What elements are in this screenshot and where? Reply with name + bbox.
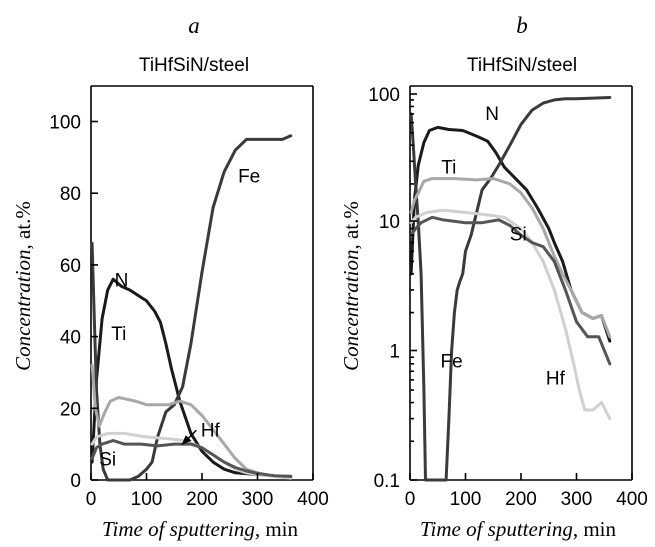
- panel-b-x-tick-label: 400: [616, 489, 648, 510]
- series-si-line: [90, 439, 293, 478]
- panel-a-y-tick-label: 0: [70, 471, 81, 492]
- panel-b-x-tick-label: 200: [505, 489, 537, 510]
- panel-b-x-tick-label: 100: [450, 489, 482, 510]
- panel-a-x-tick-label: 300: [242, 489, 274, 510]
- series-n-label: N: [115, 270, 129, 291]
- panel-a-x-tick-label: 200: [186, 489, 218, 510]
- panel-a-x-tick-label: 400: [297, 489, 329, 510]
- series-hf-label: Hf: [201, 420, 221, 441]
- panel-a-x-tick-label: 0: [86, 489, 97, 510]
- panel-b-subtitle: TiHfSiN/steel: [467, 55, 577, 76]
- series-n-label: N: [485, 104, 499, 125]
- panel-a-y-tick-label: 20: [60, 399, 81, 420]
- panel-b: b TiHfSiN/steel 0 100 200 300 400 0.1 1 10 100 N…: [339, 13, 648, 541]
- series-hf-label: Hf: [546, 369, 566, 390]
- series-hf-line: [90, 431, 293, 480]
- series-hf-line: [409, 208, 612, 421]
- panel-b-y-tick-label: 10: [379, 212, 400, 233]
- panel-a-y-tick-label: 80: [60, 184, 81, 205]
- panel-b-y-tick-label: 0.1: [374, 471, 400, 492]
- series-ti-label: Ti: [111, 324, 126, 345]
- panel-b-x-axis-label: Time of sputtering, min: [420, 517, 617, 541]
- panel-a-subtitle: TiHfSiN/steel: [139, 55, 249, 76]
- series-n-line: [90, 277, 293, 478]
- panel-b-x-tick-label: 0: [405, 489, 416, 510]
- series-ti-line: [90, 363, 293, 478]
- series-si-label: Si: [99, 450, 116, 471]
- series-si-label: Si: [510, 224, 527, 245]
- panel-a-x-tick-label: 100: [131, 489, 163, 510]
- panel-a-y-axis-label: Concentration, at.%: [11, 201, 35, 371]
- series-fe-label: Fe: [238, 166, 260, 187]
- annotation-arrow: [181, 429, 197, 445]
- series-fe-line: [90, 134, 293, 482]
- panel-a-y-tick-label: 100: [49, 113, 81, 134]
- panel-a-title: a: [188, 13, 200, 38]
- panel-a-x-axis-label: Time of sputtering, min: [102, 517, 299, 541]
- series-fe-line: [409, 96, 612, 482]
- series-si-line: [409, 215, 612, 366]
- panel-b-y-axis-label: Concentration, at.%: [339, 201, 363, 371]
- panel-a-y-tick-label: 60: [60, 256, 81, 277]
- panel-a-y-tick-label: 40: [60, 328, 81, 349]
- series-fe-label: Fe: [441, 351, 463, 372]
- series-ti-label: Ti: [441, 158, 456, 179]
- panel-b-y-tick-label: 100: [368, 85, 400, 106]
- panel-b-x-tick-label: 300: [561, 489, 593, 510]
- series-ti-line: [409, 177, 612, 339]
- panel-b-title: b: [516, 13, 528, 38]
- panel-b-y-tick-label: 1: [389, 342, 400, 363]
- panel-a: a TiHfSiN/steel 0 100 200 300 400 0 20 40 60 80 10…: [11, 13, 329, 541]
